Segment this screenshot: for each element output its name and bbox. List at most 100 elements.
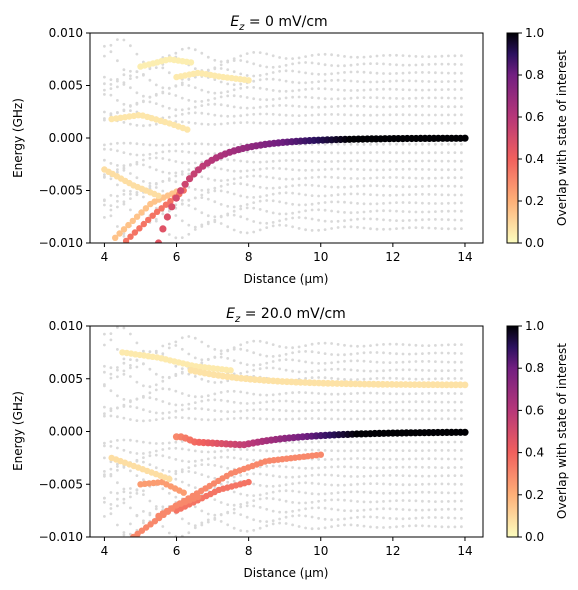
background-state-point	[219, 95, 223, 99]
background-state-point	[343, 490, 346, 494]
background-state-point	[349, 192, 353, 196]
background-state-point	[330, 209, 333, 213]
background-state-point	[219, 67, 223, 70]
background-state-point	[414, 113, 418, 117]
background-state-point	[336, 97, 340, 101]
background-state-point	[213, 143, 217, 146]
background-state-point	[109, 332, 113, 335]
background-state-point	[356, 409, 359, 412]
background-state-point	[219, 167, 223, 171]
background-state-point	[447, 142, 450, 146]
background-state-point	[317, 408, 320, 412]
background-state-point	[375, 62, 379, 65]
background-state-point	[369, 55, 372, 58]
background-state-point	[167, 233, 171, 236]
background-state-point	[323, 113, 327, 116]
background-state-point	[447, 507, 450, 511]
background-state-point	[239, 457, 243, 461]
background-state-point	[453, 159, 457, 163]
background-state-point	[414, 400, 418, 404]
background-state-point	[245, 448, 249, 451]
background-state-point	[297, 88, 301, 92]
background-state-point	[375, 526, 379, 529]
background-state-point	[258, 465, 262, 469]
background-state-point	[317, 218, 320, 222]
x-tick-label: 4	[101, 544, 109, 558]
background-state-point	[135, 513, 139, 517]
background-state-point	[414, 226, 418, 230]
background-state-point	[375, 193, 379, 197]
main-curve-point	[172, 194, 180, 202]
background-state-point	[258, 74, 262, 77]
background-state-point	[421, 159, 424, 163]
background-state-point	[460, 343, 463, 346]
background-state-point	[232, 182, 236, 186]
background-state-point	[129, 74, 132, 78]
background-state-point	[180, 367, 184, 370]
background-state-point	[265, 226, 269, 230]
background-state-point	[336, 200, 340, 204]
background-state-point	[414, 218, 418, 222]
background-state-point	[427, 417, 431, 421]
background-state-point	[291, 225, 294, 229]
background-state-point	[219, 380, 223, 384]
background-state-point	[232, 511, 236, 515]
background-state-point	[453, 71, 457, 75]
background-state-point	[421, 352, 424, 355]
background-state-point	[213, 91, 217, 95]
background-state-point	[330, 194, 333, 197]
background-state-point	[213, 518, 217, 521]
background-state-point	[109, 440, 113, 443]
background-state-point	[304, 193, 307, 197]
background-state-point	[174, 409, 178, 413]
background-state-point	[440, 351, 444, 355]
background-state-point	[174, 174, 178, 178]
background-state-point	[116, 415, 119, 419]
background-state-point	[375, 54, 379, 58]
x-tick-label: 14	[457, 250, 472, 264]
background-state-point	[232, 121, 236, 125]
background-state-point	[206, 394, 210, 397]
background-state-point	[447, 209, 450, 213]
background-state-point	[200, 418, 204, 421]
background-state-point	[278, 517, 281, 521]
background-state-point	[226, 480, 230, 484]
background-state-point	[187, 199, 191, 202]
background-state-point	[109, 467, 113, 471]
background-state-point	[116, 244, 119, 247]
background-state-point	[388, 408, 392, 412]
background-state-point	[460, 176, 463, 180]
background-state-point	[226, 399, 230, 403]
background-state-point	[356, 177, 359, 180]
background-state-point	[317, 516, 320, 520]
background-state-point	[330, 72, 333, 76]
background-state-point	[122, 68, 126, 72]
background-state-point	[369, 96, 372, 99]
background-state-point	[317, 401, 320, 404]
background-state-point	[330, 400, 333, 404]
background-state-point	[122, 372, 126, 376]
background-state-point	[226, 503, 230, 506]
background-state-point	[349, 225, 353, 229]
background-state-point	[336, 159, 340, 163]
background-state-point	[265, 393, 269, 397]
background-state-point	[414, 63, 418, 67]
background-state-point	[180, 150, 184, 153]
background-state-point	[440, 466, 444, 469]
background-state-point	[375, 482, 379, 485]
background-state-point	[453, 351, 457, 355]
background-state-point	[278, 200, 281, 204]
background-state-point	[453, 168, 457, 172]
background-state-point	[174, 84, 178, 88]
colorbar-gradient	[506, 32, 519, 244]
background-state-point	[336, 474, 340, 477]
background-state-point	[447, 159, 450, 163]
background-state-point	[278, 475, 281, 479]
background-state-point	[226, 225, 230, 229]
background-state-point	[284, 177, 288, 181]
background-state-point	[408, 63, 411, 67]
background-state-point	[421, 417, 424, 421]
background-state-point	[103, 199, 106, 203]
background-state-point	[408, 491, 411, 494]
background-state-point	[414, 185, 418, 189]
